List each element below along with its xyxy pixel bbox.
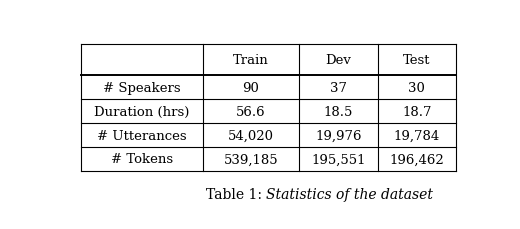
Text: 37: 37 [330,81,347,94]
Text: 56.6: 56.6 [236,105,266,118]
Text: Table 1:: Table 1: [206,187,267,201]
Text: # Tokens: # Tokens [111,153,173,166]
Text: Duration (hrs): Duration (hrs) [94,105,190,118]
Text: Dev: Dev [326,54,352,67]
Text: Train: Train [233,54,269,67]
Text: Test: Test [403,54,431,67]
Text: 196,462: 196,462 [389,153,444,166]
Text: Statistics of the dataset: Statistics of the dataset [267,187,434,201]
Text: 19,784: 19,784 [394,129,440,142]
Text: # Speakers: # Speakers [103,81,180,94]
Text: 539,185: 539,185 [224,153,278,166]
Text: 90: 90 [242,81,259,94]
Text: 54,020: 54,020 [228,129,274,142]
Text: 30: 30 [408,81,425,94]
Text: 18.7: 18.7 [402,105,432,118]
Text: 195,551: 195,551 [311,153,366,166]
Text: # Utterances: # Utterances [97,129,187,142]
Text: 19,976: 19,976 [315,129,362,142]
Text: 18.5: 18.5 [324,105,353,118]
